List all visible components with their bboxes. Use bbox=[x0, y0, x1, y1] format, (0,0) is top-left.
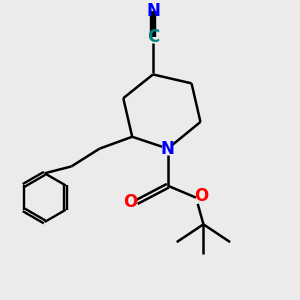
Text: O: O bbox=[123, 193, 137, 211]
Text: N: N bbox=[146, 2, 160, 20]
Text: O: O bbox=[194, 187, 208, 205]
Text: C: C bbox=[147, 28, 159, 46]
Text: N: N bbox=[161, 140, 175, 158]
